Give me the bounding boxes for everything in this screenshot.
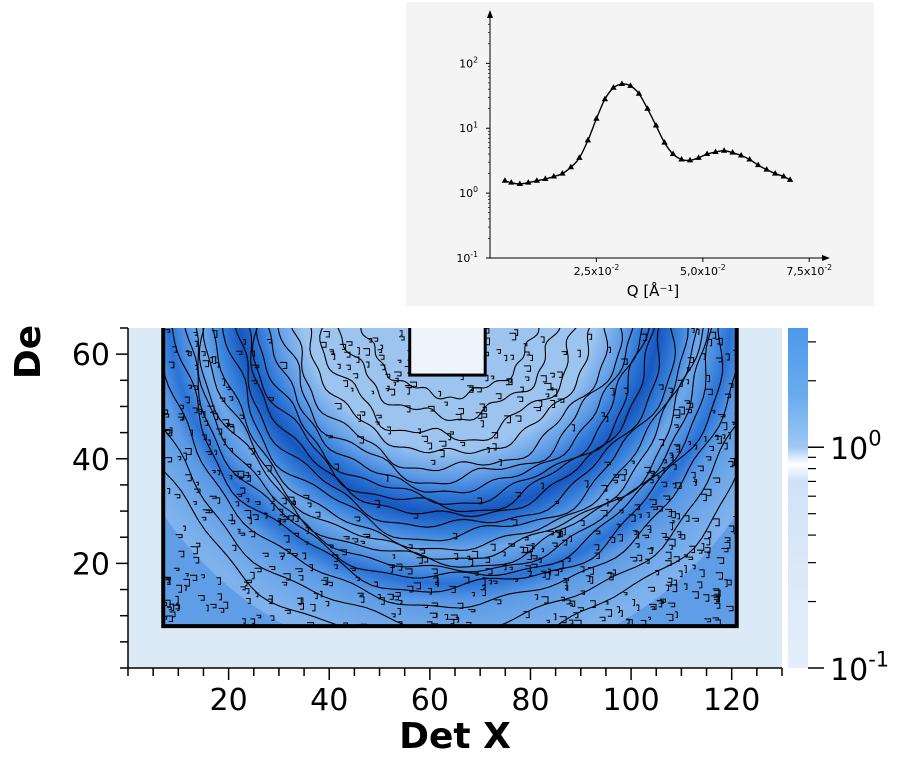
contour-line: [255, 328, 643, 505]
inset-data-point: [567, 163, 575, 170]
inset-data-point: [576, 154, 583, 160]
contour-line: [163, 469, 737, 627]
heatmap-x-ticks: 20 40 60 80 100 120: [127, 668, 783, 718]
inset-data-point: [501, 177, 509, 183]
inset-data-point: [729, 149, 736, 155]
inset-data-point: [712, 148, 719, 155]
contour-line: [337, 328, 561, 422]
inset-data-point: [737, 151, 745, 158]
inset-data-point: [618, 80, 626, 87]
inset-data-point: [601, 95, 609, 102]
inset-data-point: [584, 136, 592, 143]
inset-x-tick-label: 2,5x10-2: [574, 263, 620, 278]
inset-data-point: [746, 155, 753, 162]
inset-series-markers: [501, 80, 794, 187]
heatmap-y-tick-label: 20: [72, 547, 110, 582]
heatmap-plot: 20 40 60 80 100 120 20 40 60 Det X De 100 10-1: [8, 325, 889, 757]
contour-line: [221, 328, 676, 542]
inset-data-point: [686, 156, 694, 163]
inset-y-tick-label: 101: [459, 120, 478, 135]
inset-data-point: [678, 155, 685, 162]
inset-data-point: [720, 147, 728, 153]
heatmap-intensity: [163, 328, 737, 627]
inset-data-point: [542, 175, 549, 182]
heatmap-y-tick-label: 40: [72, 443, 110, 478]
inset-data-point: [661, 139, 668, 145]
inset-data-point: [593, 115, 600, 121]
colorbar: [788, 328, 808, 668]
contour-line: [195, 328, 710, 573]
inset-data-point: [525, 179, 532, 185]
heatmap-rings: [163, 328, 737, 627]
inset-x-axis-label: Q [Å⁻¹]: [627, 281, 679, 300]
inset-data-point: [780, 173, 787, 179]
inset-data-point: [610, 84, 617, 90]
colorbar-tick-label: 100: [830, 427, 882, 468]
contour-line: [171, 328, 724, 593]
contour-line: [268, 328, 634, 494]
contour-line: [202, 328, 698, 560]
inset-background: [406, 2, 874, 306]
heatmap-y-tick-label: 60: [72, 338, 110, 373]
inset-data-point: [635, 90, 643, 96]
inset-y-tick-label: 10-1: [456, 250, 478, 265]
heatmap-x-tick-label: 20: [210, 683, 248, 718]
heatmap-x-tick-label: 40: [310, 683, 348, 718]
colorbar-ticks: 100 10-1: [808, 341, 889, 689]
inset-data-point: [559, 170, 566, 176]
inset-x-ticks: 2,5x10-2 5,0x10-2 7,5x10-2: [574, 258, 832, 278]
inset-data-point: [695, 154, 702, 160]
heatmap-noise-contours: [163, 328, 737, 627]
heatmap-x-tick-label: 100: [602, 683, 659, 718]
inset-data-point: [627, 82, 634, 88]
heatmap-x-tick-label: 80: [511, 683, 549, 718]
colorbar-tick-label: 10-1: [830, 648, 889, 689]
inset-data-point: [763, 166, 770, 172]
contour-line: [212, 328, 689, 551]
inset-data-point: [703, 150, 711, 157]
contour-line: [277, 328, 623, 485]
inset-x-tick-label: 7,5x10-2: [786, 263, 832, 278]
beamstop-region: [408, 328, 487, 377]
contour-line: [360, 328, 540, 400]
inset-y-axis-arrow: [487, 10, 493, 18]
heatmap-contours: [163, 328, 737, 627]
contour-line: [163, 423, 737, 627]
contour-line: [234, 328, 661, 528]
contour-line: [309, 328, 590, 455]
heatmap-x-tick-label: 60: [411, 683, 449, 718]
inset-plot: 10-1 100 101 102 2,5x10-2 5,0x10-2 7,5x10-2 Q…: [406, 2, 874, 306]
heatmap-x-axis-label: Det X: [399, 716, 511, 757]
inset-data-point: [508, 179, 515, 185]
inset-y-tick-label: 100: [459, 185, 478, 200]
inset-x-tick-label: 5,0x10-2: [680, 263, 726, 278]
inset-data-point: [652, 122, 660, 128]
inset-data-point: [533, 177, 541, 183]
contour-line: [252, 328, 650, 513]
detector-frame: [161, 328, 739, 629]
contour-line: [248, 328, 656, 518]
inset-data-point: [786, 176, 794, 182]
inset-data-point: [669, 150, 677, 157]
heatmap-x-tick-label: 120: [703, 683, 760, 718]
contour-line: [291, 328, 609, 472]
inset-x-axis-arrow: [822, 255, 830, 261]
inset-y-ticks: 10-1 100 101 102: [456, 23, 490, 265]
heatmap-y-axis-label: De: [8, 325, 49, 379]
noise-contour: [163, 328, 737, 627]
contour-line: [319, 328, 577, 442]
inset-data-point: [644, 105, 651, 111]
contour-line: [163, 363, 737, 609]
contour-line: [198, 328, 704, 568]
heatmap-y-ticks: 20 40 60: [72, 327, 128, 669]
inset-data-point: [771, 170, 779, 176]
inset-data-point: [516, 180, 523, 187]
contour-line: [184, 328, 713, 579]
inset-y-tick-label: 102: [459, 55, 478, 70]
inset-data-point: [754, 161, 762, 168]
inset-data-point: [550, 173, 558, 179]
